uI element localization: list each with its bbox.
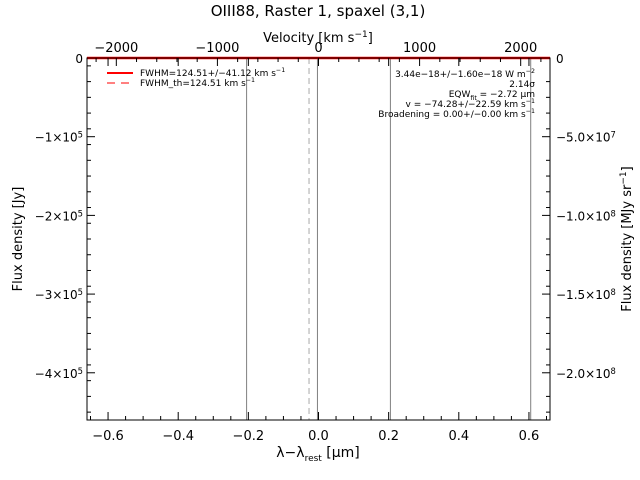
y-right-tick-label-0: 0 bbox=[556, 52, 564, 66]
top-tick-label-3: 1000 bbox=[403, 41, 436, 56]
x-tick-label-1: −0.4 bbox=[162, 429, 194, 444]
annotation-line-0: 3.44e−18+/−1.60e−18 W m−2 bbox=[395, 68, 535, 80]
legend-entry-1: FWHM_th=124.51 km s−1 bbox=[140, 77, 255, 89]
top-tick-label-4: 2000 bbox=[504, 41, 537, 56]
y-tick-label-0: 0 bbox=[75, 52, 83, 66]
x-tick-label-6: 0.6 bbox=[519, 429, 540, 444]
annotation-line-1: 2.14σ bbox=[509, 80, 535, 90]
x-tick-label-0: −0.6 bbox=[92, 429, 124, 444]
top-tick-label-0: −2000 bbox=[94, 41, 138, 56]
x-tick-label-3: 0.0 bbox=[308, 429, 329, 444]
y-right-tick-label-2: −1.0×108 bbox=[556, 208, 616, 223]
top-axis-label-end: ] bbox=[368, 31, 373, 46]
y-right-tick-label-3: −1.5×108 bbox=[556, 287, 616, 302]
y-tick-label-1: −1×105 bbox=[35, 130, 83, 145]
y-tick-label-4: −4×105 bbox=[35, 366, 83, 381]
y-tick-label-3: −3×105 bbox=[35, 287, 83, 302]
chart-title: OIII88, Raster 1, spaxel (3,1) bbox=[211, 2, 426, 20]
top-tick-label-2: 0 bbox=[314, 41, 322, 56]
y-right-tick-label-4: −2.0×108 bbox=[556, 366, 616, 381]
legend: FWHM=124.51+/−41.12 km s−1FWHM_th=124.51… bbox=[107, 67, 285, 89]
legend-entry-0: FWHM=124.51+/−41.12 km s−1 bbox=[140, 67, 285, 79]
vertical-marker-lines bbox=[246, 58, 532, 420]
x-tick-label-5: 0.4 bbox=[448, 429, 469, 444]
annotation-line-4: Broadening = 0.00+/−0.00 km s−1 bbox=[378, 108, 535, 120]
y-axis-label-right-sup: −1 bbox=[619, 171, 629, 184]
x-axis-label-unit: [μm] bbox=[322, 445, 360, 461]
x-tick-label-2: −0.2 bbox=[233, 429, 265, 444]
top-axis-label: Velocity [km s−1] bbox=[263, 30, 373, 46]
y-axis-label-left: Flux density [Jy] bbox=[11, 187, 26, 292]
top-axis-label-sup: −1 bbox=[354, 30, 367, 40]
axis-ticks: −0.6 −0.4 −0.2 0.0 0.2 0.4 0.6 −2000 −1000 0 1000 2… bbox=[35, 41, 616, 444]
y-right-tick-label-1: −5.0×107 bbox=[556, 130, 616, 145]
y-tick-label-2: −2×105 bbox=[35, 208, 83, 223]
x-axis-label-sub: rest bbox=[305, 454, 323, 464]
top-tick-label-1: −1000 bbox=[195, 41, 239, 56]
y-axis-label-right: Flux density [MJy sr−1] bbox=[619, 166, 635, 311]
x-axis-label: λ−λrest [μm] bbox=[276, 445, 360, 464]
y-axis-label-right-end: ] bbox=[620, 166, 635, 171]
annotation-line-3: v = −74.28+/−22.59 km s−1 bbox=[406, 98, 535, 110]
annotation-line-2: EQWfit = −2.72 μm bbox=[449, 90, 535, 102]
x-tick-label-4: 0.2 bbox=[378, 429, 399, 444]
